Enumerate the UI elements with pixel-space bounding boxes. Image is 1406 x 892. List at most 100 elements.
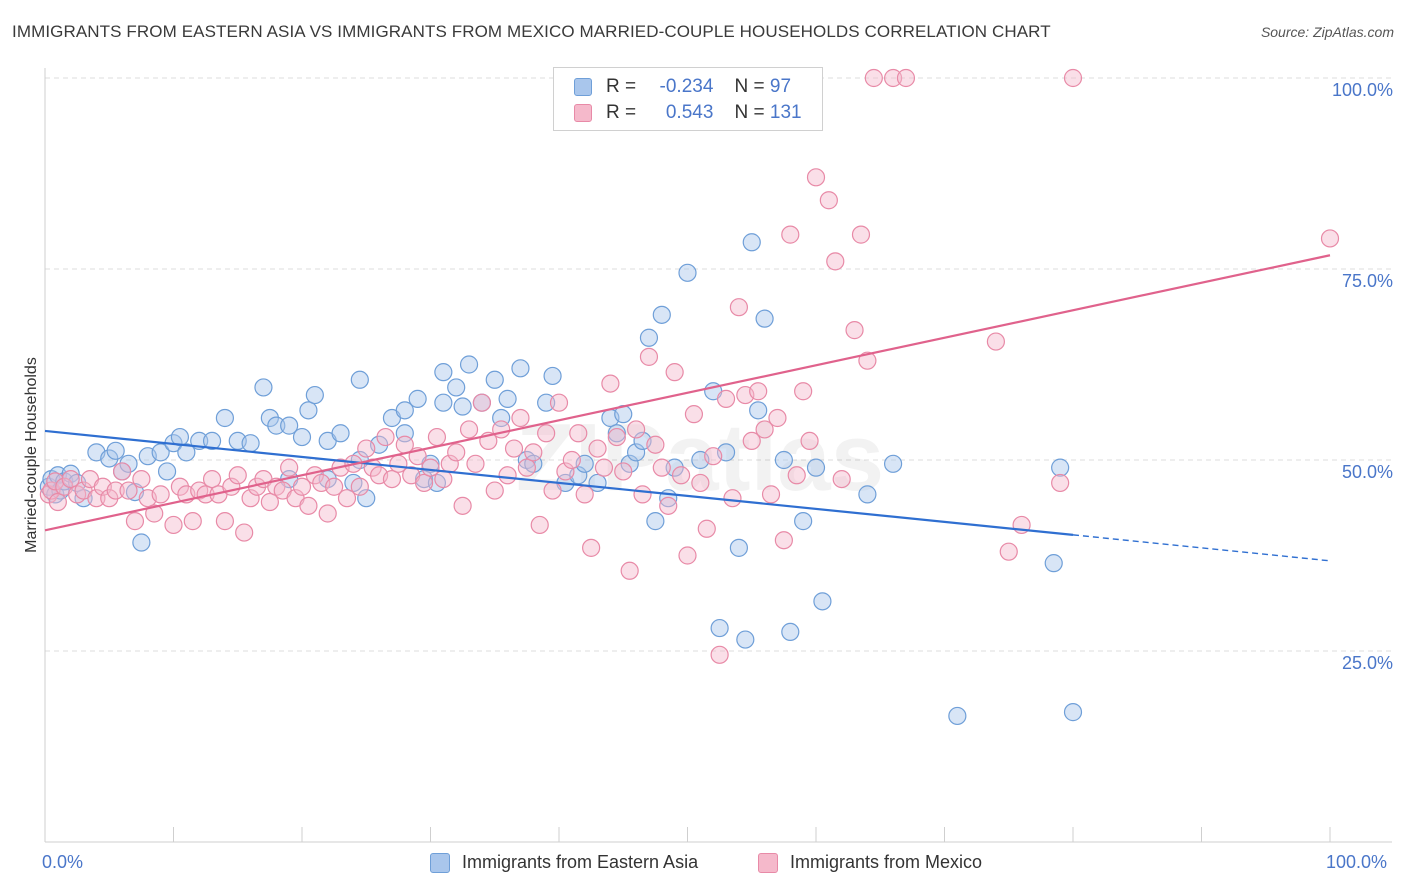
data-point — [100, 449, 119, 468]
data-point — [228, 466, 247, 485]
data-point — [260, 408, 279, 428]
n-value: 131 — [769, 102, 802, 123]
data-point — [305, 385, 324, 405]
data-point — [132, 470, 151, 489]
data-point — [459, 420, 479, 439]
data-point — [280, 416, 299, 435]
data-point — [813, 592, 832, 611]
data-point — [459, 355, 479, 374]
data-point — [736, 630, 755, 649]
data-point — [427, 427, 447, 447]
data-point — [781, 225, 800, 244]
data-point — [183, 512, 202, 531]
data-point — [164, 515, 183, 535]
data-point — [151, 443, 170, 462]
data-point — [1051, 458, 1070, 477]
source-note: Source: ZipAtlas.com — [1260, 24, 1394, 40]
data-point — [761, 485, 781, 504]
data-point — [556, 462, 575, 481]
data-point — [755, 420, 774, 439]
data-point — [466, 454, 485, 473]
data-point — [537, 424, 556, 443]
data-point — [787, 466, 806, 485]
data-point — [530, 515, 549, 535]
data-point — [498, 389, 517, 408]
data-point — [325, 477, 344, 496]
data-point — [492, 420, 511, 439]
data-point — [659, 496, 678, 515]
data-point — [241, 489, 260, 508]
data-point — [749, 382, 768, 401]
data-point — [151, 485, 170, 504]
data-point — [742, 431, 761, 450]
data-point — [742, 233, 761, 252]
legend-swatch-pink — [758, 852, 778, 873]
data-point — [588, 439, 607, 458]
data-point — [601, 374, 620, 393]
chart-title: IMMIGRANTS FROM EASTERN ASIA VS IMMIGRAN… — [12, 22, 1051, 41]
data-point — [498, 466, 517, 485]
data-point — [794, 512, 813, 531]
data-point — [202, 431, 222, 450]
data-point — [254, 378, 273, 397]
y-tick-label: 25.0% — [1342, 653, 1393, 673]
r-key: R = — [606, 102, 637, 123]
data-point — [755, 309, 774, 328]
data-point — [639, 328, 659, 347]
data-point — [1063, 703, 1083, 722]
data-point — [357, 489, 376, 508]
data-point — [1063, 68, 1083, 88]
data-point — [157, 462, 177, 481]
y-tick-label: 50.0% — [1342, 462, 1393, 482]
legend-label: Immigrants from Eastern Asia — [462, 852, 699, 872]
data-point — [485, 370, 504, 389]
stats-legend: R = -0.234 N = 97 R = 0.543 N = 131 — [553, 67, 823, 131]
data-point — [626, 420, 646, 439]
data-point — [543, 366, 562, 386]
data-point — [819, 191, 838, 210]
data-point — [318, 504, 337, 523]
y-tick-label: 75.0% — [1342, 271, 1393, 291]
data-point — [434, 363, 453, 382]
data-point — [511, 359, 530, 378]
data-point — [883, 68, 903, 88]
data-point — [710, 645, 729, 664]
data-point — [582, 538, 601, 557]
data-point — [106, 441, 125, 460]
data-point — [723, 489, 742, 508]
data-point — [806, 168, 826, 187]
data-point — [652, 458, 671, 477]
data-point — [145, 504, 164, 523]
data-point — [447, 443, 466, 462]
data-point — [177, 443, 196, 462]
data-point — [350, 370, 369, 389]
watermark: ZIPatlas — [516, 404, 884, 511]
data-point — [350, 477, 369, 496]
data-point — [697, 519, 716, 538]
data-point — [48, 492, 67, 512]
data-point — [511, 408, 530, 428]
data-point — [684, 405, 704, 424]
stats-row-mexico: R = 0.543 N = 131 — [574, 100, 802, 126]
data-point — [1044, 554, 1063, 573]
data-point — [794, 382, 813, 401]
data-point — [826, 252, 845, 271]
data-point — [61, 470, 80, 489]
data-point — [517, 458, 536, 477]
data-point — [749, 401, 768, 420]
data-point — [716, 389, 736, 408]
data-point — [858, 485, 877, 504]
legend-swatch-blue — [430, 852, 450, 873]
data-point — [299, 401, 318, 420]
data-point — [562, 450, 581, 470]
n-value: 97 — [769, 76, 792, 97]
data-point — [537, 393, 556, 412]
data-point — [864, 68, 883, 88]
series-legend: Immigrants from Eastern Asia Immigrants … — [0, 850, 1406, 878]
data-point — [845, 321, 864, 340]
data-point — [704, 447, 723, 466]
data-point — [421, 458, 440, 477]
data-point — [646, 512, 665, 531]
data-point — [267, 416, 286, 435]
data-point — [106, 481, 125, 500]
